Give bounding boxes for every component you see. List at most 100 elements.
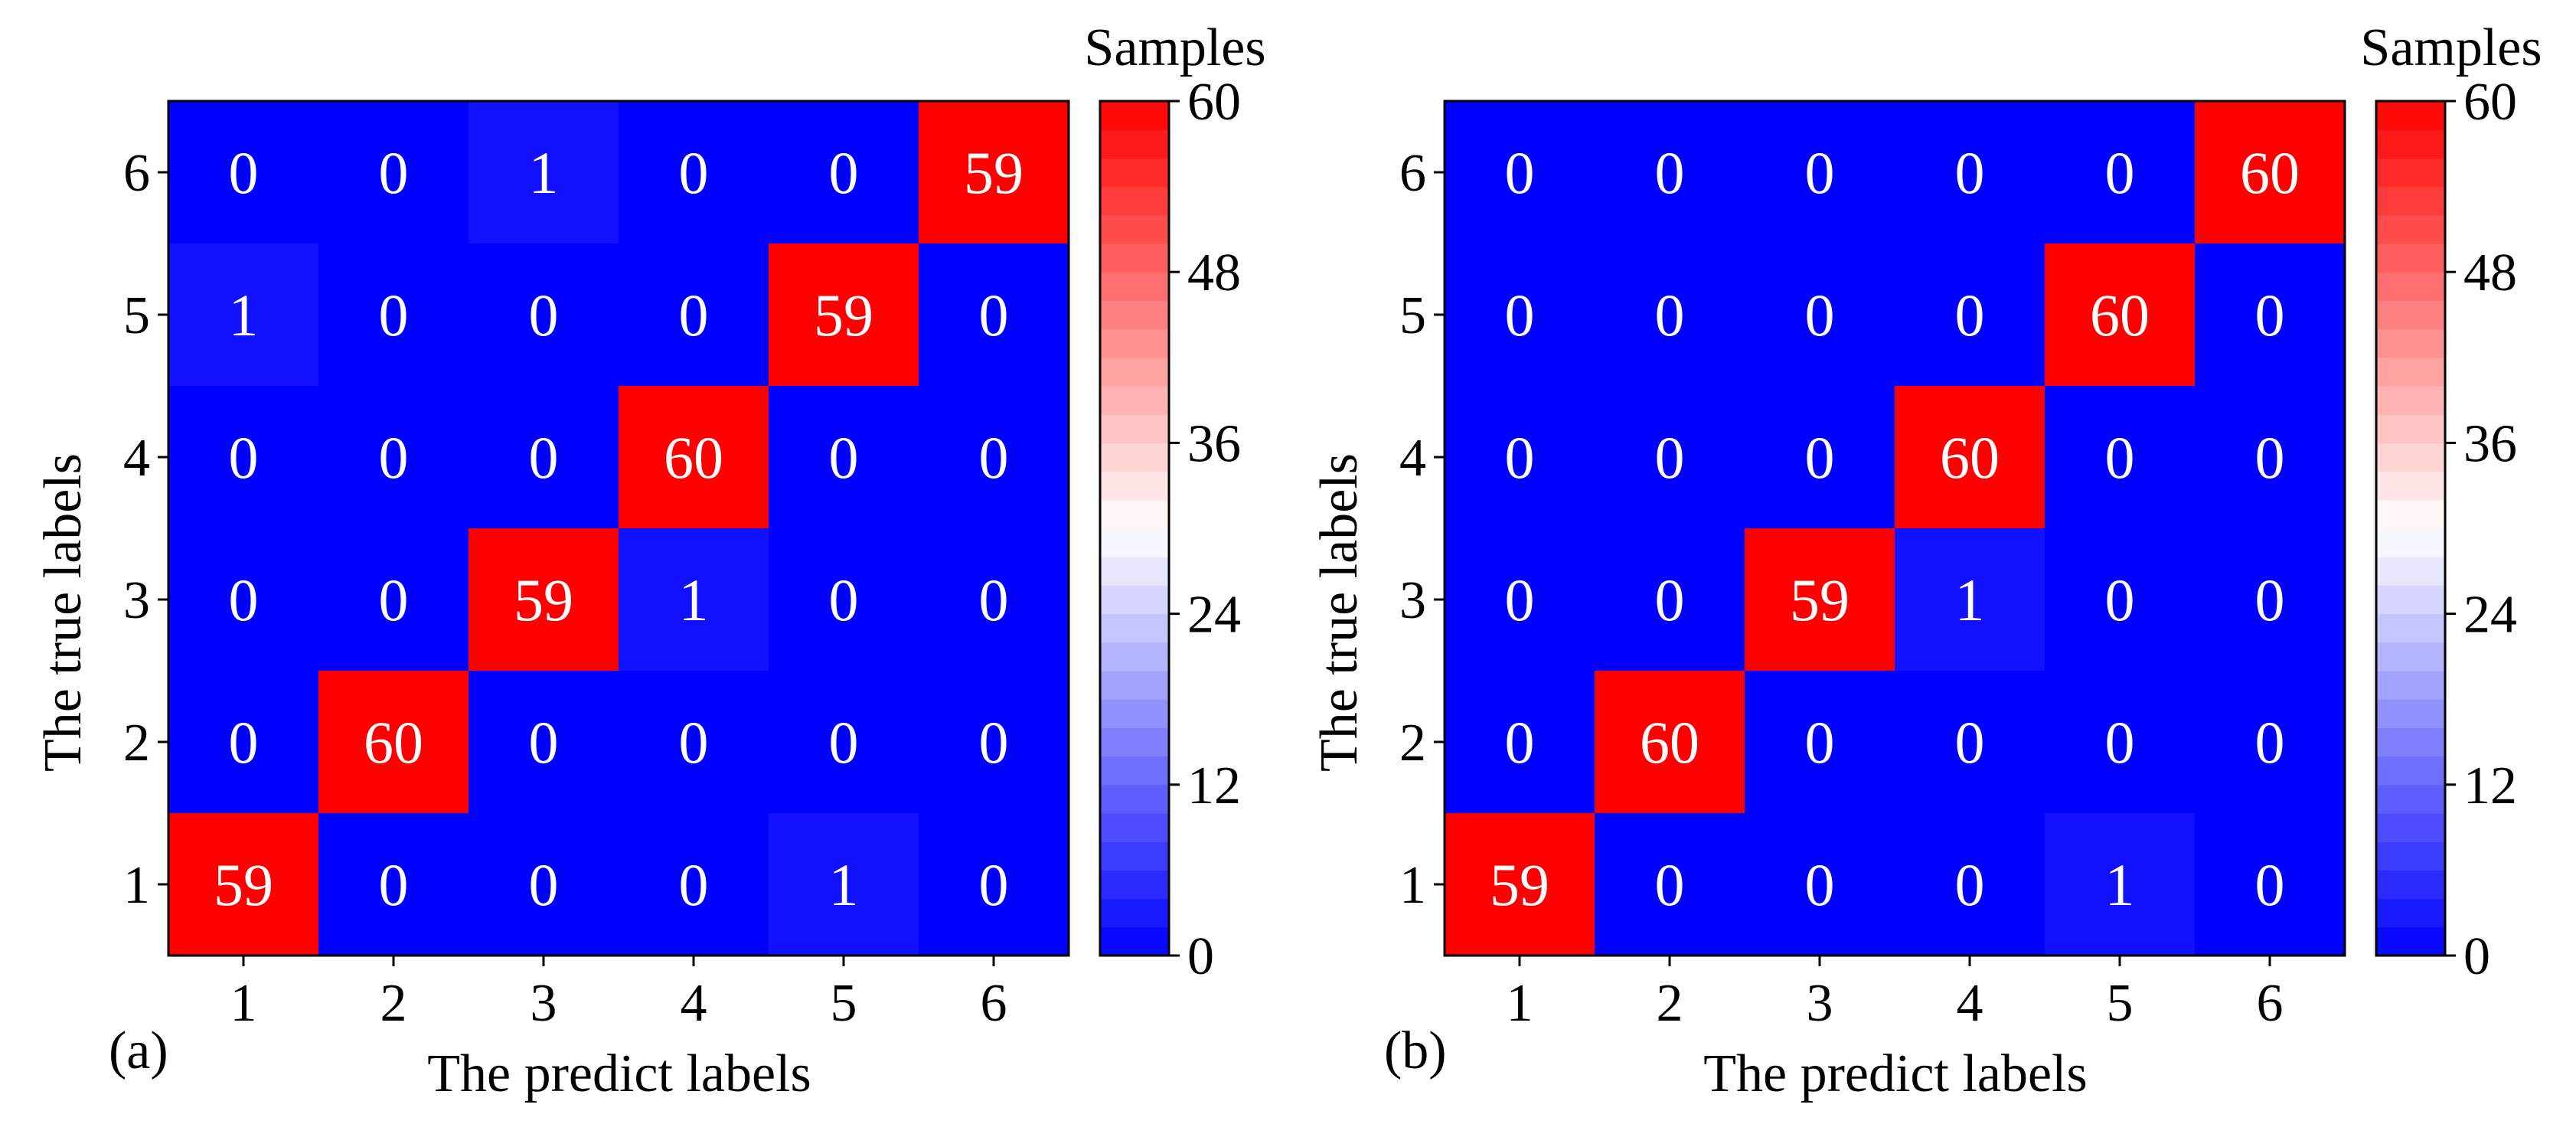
panel-a-cell-r1-c4: [769, 243, 919, 387]
panel-a-colorbar-step-28: [1100, 129, 1169, 158]
panel-a-cell-value-r1-c4: 59: [814, 282, 873, 348]
panel-b-cell-r1-c4: [2045, 243, 2196, 387]
panel-a-cell-value-r0-c1: 0: [379, 139, 409, 206]
panel-b-cell-value-r4-c5: 0: [2255, 709, 2285, 776]
panel-a-cell-value-r2-c2: 0: [529, 424, 559, 491]
panel-a-colorbar-step-6: [1100, 756, 1169, 786]
panel-a-cell-value-r0-c3: 0: [679, 139, 709, 206]
panel-a-colorbar-step-1: [1100, 898, 1169, 928]
panel-b-colorbar-step-19: [2376, 386, 2445, 415]
panel-a-colorbar-step-18: [1100, 414, 1169, 443]
panel-b-colorbar-step-16: [2376, 471, 2445, 501]
panel-b-cell-r3-c4: [2045, 528, 2196, 671]
panel-b-cell-value-r0-c0: 0: [1505, 139, 1535, 206]
panel-b-xtick-label-5: 5: [2107, 974, 2134, 1033]
panel-b-colorbar-step-27: [2376, 158, 2445, 188]
panel-a-cell-value-r3-c1: 0: [379, 567, 409, 633]
panel-a-colorbar-tick-label-36: 36: [1187, 414, 1241, 473]
panel-a-ytick-label-1: 1: [123, 856, 150, 915]
panel-b-xtick-label-1: 1: [1507, 974, 1533, 1033]
panel-b-cell-value-r4-c4: 0: [2105, 709, 2135, 776]
panel-a-cell-r5-c3: [619, 813, 769, 956]
panel-a-cell-r0-c1: [318, 101, 469, 244]
panel-a-colorbar-step-25: [1100, 214, 1169, 244]
panel-a-xtick-label-4: 4: [681, 974, 707, 1033]
panel-a-cell-value-r0-c5: 59: [964, 139, 1024, 206]
panel-b-cell-value-r2-c2: 0: [1805, 424, 1835, 491]
panel-a-cell-value-r1-c2: 0: [529, 282, 559, 348]
panel-b-xtick-label-3: 3: [1807, 974, 1833, 1033]
panel-b-colorbar-step-18: [2376, 414, 2445, 443]
panel-a-cell-value-r4-c1: 60: [364, 709, 423, 776]
panel-a-cell-r0-c3: [619, 101, 769, 244]
panel-b-colorbar-tick-label-48: 48: [2463, 243, 2517, 302]
panel-a-colorbar-tick-label-0: 0: [1187, 927, 1214, 986]
panel-a-cell-r2-c1: [318, 386, 469, 529]
panel-b-cell-value-r1-c5: 0: [2255, 282, 2285, 348]
panel-a-cell-value-r5-c0: 59: [214, 851, 273, 918]
panel-a-cell-value-r2-c3: 60: [664, 424, 723, 491]
panel-b-cell-r1-c3: [1895, 243, 2045, 387]
panel-a-colorbar-step-14: [1100, 528, 1169, 557]
panel-a-cell-value-r2-c4: 0: [829, 424, 859, 491]
panel-b-colorbar-tick-label-24: 24: [2463, 586, 2517, 645]
panel-a-cell-value-r1-c3: 0: [679, 282, 709, 348]
panel-b-cell-value-r5-c1: 0: [1655, 851, 1685, 918]
panel-b-cell-value-r0-c1: 0: [1655, 139, 1685, 206]
panel-a-cell-value-r0-c4: 0: [829, 139, 859, 206]
panel-a-cell-value-r3-c5: 0: [979, 567, 1009, 633]
panel-a-ylabel: The true labels: [34, 453, 93, 772]
panel-b-cell-value-r4-c3: 0: [1955, 709, 1985, 776]
panel-b-cell-r5-c2: [1745, 813, 1895, 956]
panel-b-colorbar-tick-label-12: 12: [2463, 756, 2517, 815]
panel-a-colorbar-frame: [1099, 100, 1170, 957]
panel-b: The true labels The predict labels (b) S…: [1310, 18, 2542, 1103]
panel-b-colorbar-step-5: [2376, 784, 2445, 814]
panel-b-cell-r4-c1: [1595, 671, 1745, 814]
panel-b-cell-r4-c4: [2045, 671, 2196, 814]
panel-b-colorbar-step-26: [2376, 186, 2445, 216]
panel-b-colorbar-step-3: [2376, 841, 2445, 871]
panel-b-xlabel: The predict labels: [1703, 1044, 2087, 1103]
panel-a-ytick-label-3: 3: [123, 571, 150, 630]
panel-b-ylabel: The true labels: [1310, 453, 1369, 772]
panel-a-colorbar-title: Samples: [1084, 18, 1265, 77]
panel-b-xtick-label-4: 4: [1957, 974, 1983, 1033]
panel-b-colorbar-step-7: [2376, 727, 2445, 757]
panel-b-colorbar-step-9: [2376, 671, 2445, 700]
panel-b-cell-r0-c3: [1895, 101, 2045, 244]
panel-a-colorbar-step-5: [1100, 784, 1169, 814]
panel-a-cell-r0-c2: [469, 101, 619, 244]
panel-a-cell-value-r0-c2: 1: [529, 139, 559, 206]
panel-b-cell-r3-c1: [1595, 528, 1745, 671]
panel-b-cell-r0-c4: [2045, 101, 2196, 244]
panel-b-cell-value-r4-c0: 0: [1505, 709, 1535, 776]
panel-a-cell-value-r1-c0: 1: [229, 282, 259, 348]
panel-b-cell-value-r2-c4: 0: [2105, 424, 2135, 491]
panel-b-colorbar-step-11: [2376, 613, 2445, 643]
panel-b-ytick-label-6: 6: [1399, 144, 1426, 203]
panel-b-cell-r3-c3: [1895, 528, 2045, 671]
panel-b-colorbar-title: Samples: [2360, 18, 2542, 77]
panel-a-cell-r2-c4: [769, 386, 919, 529]
panel-a-colorbar-step-19: [1100, 386, 1169, 415]
panel-a-colorbar-step-22: [1100, 300, 1169, 330]
panel-b-cell-value-r4-c2: 0: [1805, 709, 1835, 776]
panel-a-ytick-label-5: 5: [123, 286, 150, 345]
panel-b-cell-r3-c2: [1745, 528, 1895, 671]
panel-a-cell-r4-c4: [769, 671, 919, 814]
panel-a-cell-r0-c5: [919, 101, 1069, 244]
panel-b-cell-value-r2-c3: 60: [1940, 424, 2000, 491]
panel-b-cell-r4-c5: [2195, 671, 2346, 814]
panel-a-cell-value-r5-c4: 1: [829, 851, 859, 918]
panel-b-colorbar-step-8: [2376, 699, 2445, 728]
panel-a-xlabel: The predict labels: [427, 1044, 811, 1103]
panel-a-heatmap-frame: [167, 100, 1070, 957]
panel-a-colorbar-step-10: [1100, 642, 1169, 671]
panel-b-ytick-label-4: 4: [1399, 429, 1426, 488]
panel-a-cell-r5-c0: [168, 813, 319, 956]
panel-a-colorbar-step-23: [1100, 272, 1169, 301]
panel-a-cell-value-r4-c5: 0: [979, 709, 1009, 776]
panel-a-cell-r3-c2: [469, 528, 619, 671]
